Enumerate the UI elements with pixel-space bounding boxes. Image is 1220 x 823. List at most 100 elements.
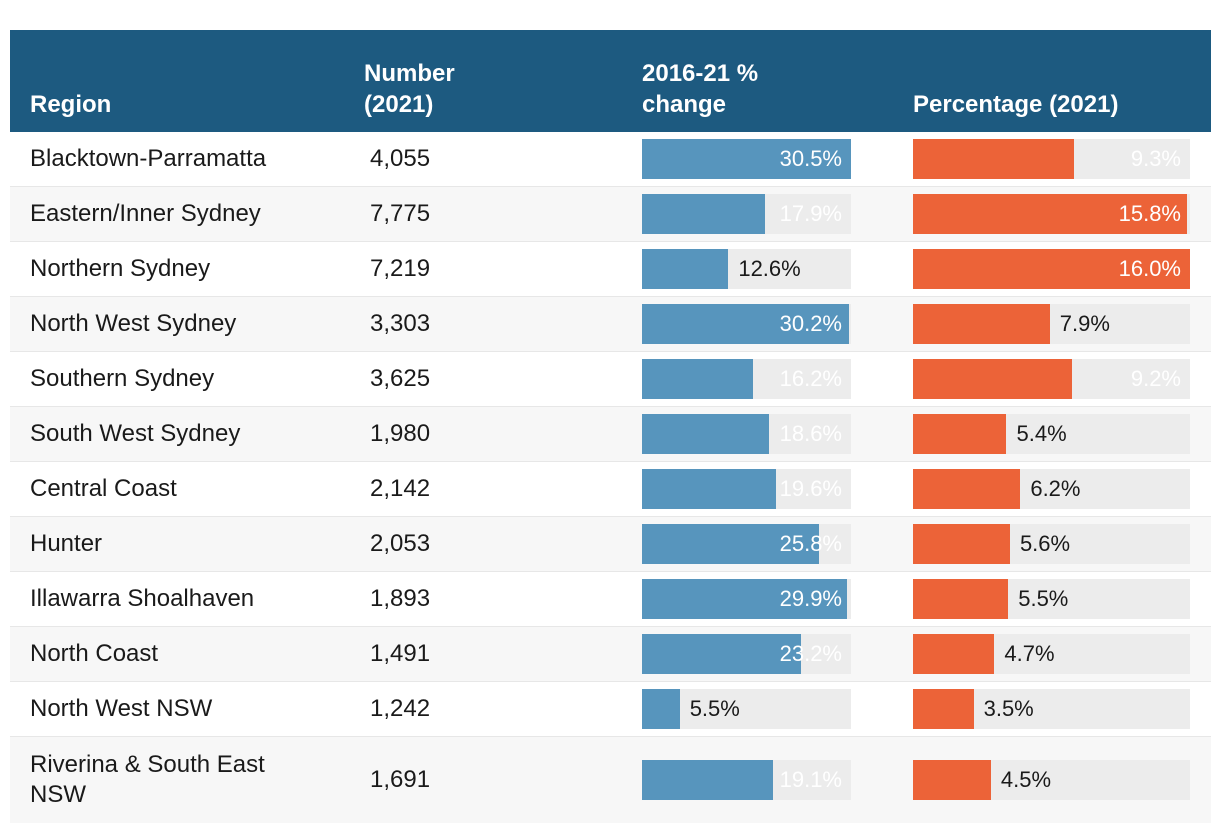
percentage-bar-fill <box>913 139 1074 179</box>
table-row: Hunter 2,053 25.8% 5.6% <box>10 516 1211 571</box>
percentage-bar-label: 4.5% <box>1000 767 1052 792</box>
percentage-bar-label: 5.6% <box>1019 531 1071 556</box>
table-row: Northern Sydney 7,219 12.6% 16.0% <box>10 241 1211 296</box>
header-change: 2016-21 % change <box>642 59 759 118</box>
percentage-bar: 6.2% <box>913 469 1190 509</box>
change-bar-label: 5.5% <box>689 696 740 721</box>
table-header: Region Number (2021) 2016-21 % change Pe… <box>10 30 1211 132</box>
number-cell: 3,625 <box>370 365 431 392</box>
change-bar: 12.6% <box>642 249 851 289</box>
region-cell: Blacktown-Parramatta <box>30 145 267 172</box>
percentage-bar: 5.6% <box>913 524 1190 564</box>
percentage-bar-fill <box>913 194 1187 234</box>
change-bar: 19.1% <box>642 760 851 800</box>
table-row: North West NSW 1,242 5.5% 3.5% <box>10 681 1211 736</box>
percentage-bar-fill <box>913 359 1073 399</box>
change-bar-label: 12.6% <box>738 256 801 281</box>
table-row: Central Coast 2,142 19.6% 6.2% <box>10 461 1211 516</box>
percentage-bar-label: 7.9% <box>1059 311 1110 336</box>
percentage-bar-fill <box>913 634 995 674</box>
table-row: North Coast 1,491 23.2% 4.7% <box>10 626 1211 681</box>
percentage-bar-label: 6.2% <box>1030 476 1081 501</box>
percentage-bar-fill <box>913 579 1009 619</box>
table-row: Illawarra Shoalhaven 1,893 29.9% 5.5% <box>10 571 1211 626</box>
number-cell: 1,893 <box>370 585 431 612</box>
region-cell: North West NSW <box>30 695 213 722</box>
change-bar-fill <box>642 194 765 234</box>
table-row: Blacktown-Parramatta 4,055 30.5% 9.3% <box>10 132 1211 186</box>
change-bar: 23.2% <box>642 634 851 674</box>
number-cell: 2,053 <box>370 530 431 557</box>
change-bar: 19.6% <box>642 469 851 509</box>
change-bar: 5.5% <box>642 689 851 729</box>
percentage-bar: 4.5% <box>913 760 1190 800</box>
number-cell: 3,303 <box>370 310 431 337</box>
number-cell: 7,775 <box>370 200 431 227</box>
percentage-bar-fill <box>913 414 1007 454</box>
regions-table: Region Number (2021) 2016-21 % change Pe… <box>10 30 1211 823</box>
region-cell: Northern Sydney <box>30 255 211 282</box>
change-bar-fill <box>642 249 729 289</box>
percentage-bar-fill <box>913 469 1021 509</box>
header-percentage: Percentage (2021) <box>913 90 1119 118</box>
table-row: Southern Sydney 3,625 16.2% 9.2% <box>10 351 1211 406</box>
change-bar-fill <box>642 304 849 344</box>
change-bar-label: 19.1% <box>779 767 842 792</box>
change-bar-fill <box>642 760 773 800</box>
change-bar-label: 18.6% <box>779 421 842 446</box>
change-bar: 16.2% <box>642 359 851 399</box>
percentage-bar: 3.5% <box>913 689 1190 729</box>
change-bar-fill <box>642 634 801 674</box>
percentage-bar-label: 9.3% <box>1130 146 1181 171</box>
change-bar-fill <box>642 359 753 399</box>
change-bar: 30.2% <box>642 304 851 344</box>
number-cell: 7,219 <box>370 255 431 282</box>
change-bar-label: 16.2% <box>779 366 842 391</box>
change-bar-label: 29.9% <box>779 586 842 611</box>
change-bar-fill <box>642 469 777 509</box>
change-bar-label: 30.2% <box>779 311 842 336</box>
change-bar: 17.9% <box>642 194 851 234</box>
change-bar-fill <box>642 414 770 454</box>
region-cell: Riverina & South East NSW <box>30 751 265 808</box>
table-row: Riverina & South East NSW 1,691 19.1% 4.… <box>10 736 1211 823</box>
change-bar-fill <box>642 139 851 179</box>
table-body: Blacktown-Parramatta 4,055 30.5% 9.3% Ea… <box>10 132 1211 823</box>
change-bar: 29.9% <box>642 579 851 619</box>
header-region: Region <box>30 90 112 118</box>
number-cell: 4,055 <box>370 145 431 172</box>
number-cell: 2,142 <box>370 475 431 502</box>
number-cell: 1,691 <box>370 766 431 793</box>
percentage-bar: 15.8% <box>913 194 1190 234</box>
change-bar-label: 23.2% <box>779 641 842 666</box>
header-number: Number (2021) <box>364 59 455 118</box>
change-bar-label: 25.8% <box>779 531 842 556</box>
percentage-bar-label: 15.8% <box>1118 201 1181 226</box>
change-bar-label: 19.6% <box>779 476 842 501</box>
percentage-bar-label: 16.0% <box>1118 256 1181 281</box>
number-cell: 1,491 <box>370 640 431 667</box>
percentage-bar-fill <box>913 760 991 800</box>
percentage-bar: 5.5% <box>913 579 1190 619</box>
change-bar-label: 17.9% <box>779 201 842 226</box>
region-cell: Central Coast <box>30 475 177 502</box>
change-bar: 25.8% <box>642 524 851 564</box>
percentage-bar-fill <box>913 689 974 729</box>
percentage-bar: 7.9% <box>913 304 1190 344</box>
region-cell: North West Sydney <box>30 310 237 337</box>
percentage-bar: 9.3% <box>913 139 1190 179</box>
number-cell: 1,242 <box>370 695 431 722</box>
percentage-bar: 16.0% <box>913 249 1190 289</box>
percentage-bar-label: 4.7% <box>1004 641 1055 666</box>
region-cell: Eastern/Inner Sydney <box>30 200 261 227</box>
percentage-bar-fill <box>913 249 1190 289</box>
change-bar: 18.6% <box>642 414 851 454</box>
change-bar: 30.5% <box>642 139 851 179</box>
percentage-bar-fill <box>913 524 1010 564</box>
percentage-bar-label: 9.2% <box>1130 366 1181 391</box>
percentage-bar-label: 3.5% <box>983 696 1034 721</box>
percentage-bar-label: 5.5% <box>1018 586 1069 611</box>
table-row: Eastern/Inner Sydney 7,775 17.9% 15.8% <box>10 186 1211 241</box>
percentage-bar: 4.7% <box>913 634 1190 674</box>
percentage-bar-fill <box>913 304 1050 344</box>
